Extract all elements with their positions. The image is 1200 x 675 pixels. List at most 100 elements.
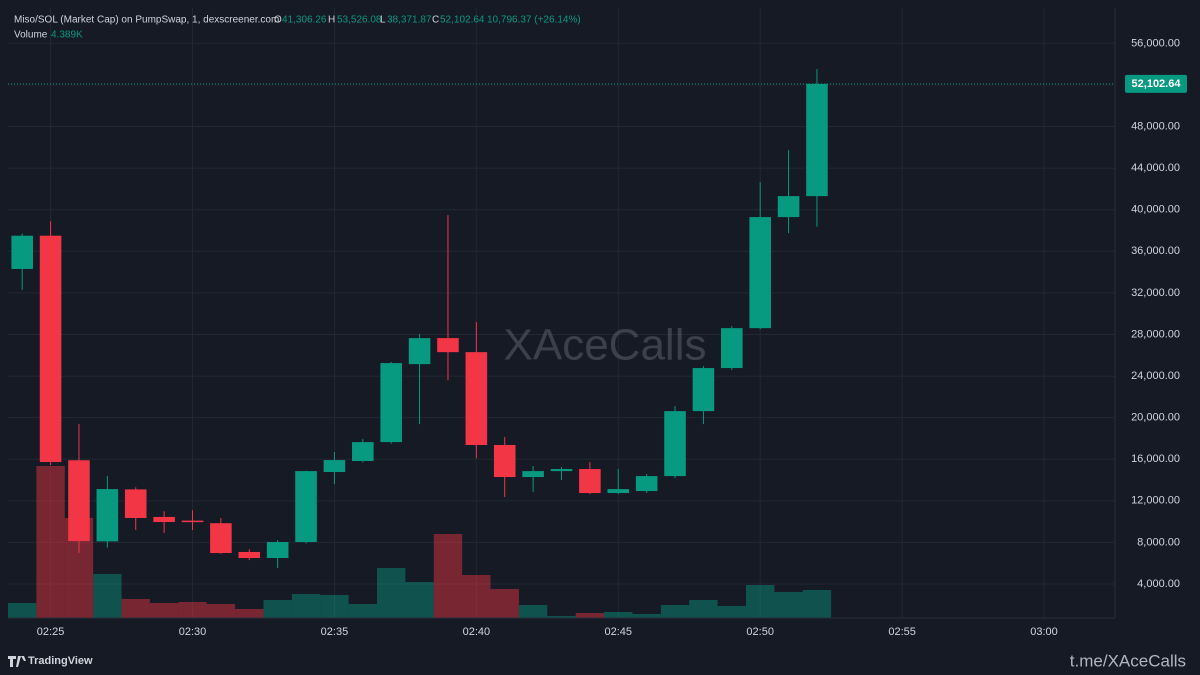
volume-bar <box>717 606 746 618</box>
volume-bar <box>377 567 406 618</box>
h-label: H <box>328 15 335 26</box>
y-tick-label: 8,000.00 <box>1137 536 1180 548</box>
y-tick-label: 12,000.00 <box>1131 495 1180 507</box>
o-value: 41,306.26 <box>282 15 327 26</box>
footer-bar <box>0 645 1200 675</box>
volume-bar <box>36 466 65 618</box>
volume-bar <box>291 594 321 618</box>
candle-body <box>777 196 800 218</box>
candle-body <box>721 328 743 369</box>
h-value: 53,526.08 <box>337 15 382 26</box>
x-tick-label: 02:45 <box>605 626 633 638</box>
volume-bar <box>689 600 718 618</box>
x-tick-label: 02:50 <box>746 626 774 638</box>
candle-body <box>380 363 402 443</box>
volume-bar <box>518 604 548 618</box>
volume-bar <box>8 603 37 618</box>
candle-body <box>39 235 62 463</box>
o-label: O <box>274 15 282 26</box>
change: 10,796.37 (+26.14%) <box>487 15 581 26</box>
c-value: 52,102.64 <box>440 15 485 26</box>
symbol: Miso/SOL (Market Cap) on PumpSwap, 1, de… <box>14 15 279 26</box>
volume-bar <box>178 601 207 618</box>
volume-layer <box>8 466 832 618</box>
price-label: 52,102.64 <box>1132 78 1182 90</box>
c-label: C <box>432 15 439 26</box>
y-tick-label: 24,000.00 <box>1131 370 1180 382</box>
price-label-box <box>1125 74 1187 93</box>
candle-body <box>437 338 459 353</box>
volume-bar <box>802 590 832 618</box>
volume-bar <box>235 609 264 618</box>
candle-body <box>635 476 658 492</box>
brand: TradingView <box>28 655 93 667</box>
x-tick-label: 02:35 <box>321 626 349 638</box>
volume-bar <box>632 613 661 618</box>
candle-body <box>493 444 516 478</box>
volume-bar <box>149 603 179 618</box>
x-tick-label: 02:55 <box>888 626 916 638</box>
candle-body <box>11 235 33 269</box>
y-tick-label: 4,000.00 <box>1137 578 1180 590</box>
l-label: L <box>380 15 386 26</box>
candle-body <box>181 520 204 523</box>
x-tick-label: 02:30 <box>179 626 207 638</box>
candle-body <box>352 442 374 462</box>
footer-handle: t.me/XAceCalls <box>1070 651 1186 670</box>
candle-body <box>295 471 317 543</box>
volume-value: 4.389K <box>51 30 83 41</box>
x-tick-label: 03:00 <box>1030 626 1058 638</box>
volume-bar <box>320 594 349 618</box>
y-tick-label: 20,000.00 <box>1131 412 1180 424</box>
candle-body <box>96 489 119 542</box>
volume-bar <box>660 604 690 618</box>
volume-bar <box>490 588 519 618</box>
tv-logo <box>8 656 26 667</box>
candle-body <box>550 469 573 472</box>
candle-body <box>153 516 175 523</box>
volume-bar <box>121 598 150 618</box>
candle-body <box>579 469 601 494</box>
volume-bar <box>433 533 463 618</box>
volume-bar <box>348 604 377 618</box>
candle-body <box>323 460 346 473</box>
candle-body <box>465 352 488 445</box>
candle-body <box>408 338 431 365</box>
candle-body <box>238 551 261 559</box>
volume-bar <box>206 604 236 618</box>
candle-body <box>124 489 147 518</box>
y-tick-label: 32,000.00 <box>1131 287 1180 299</box>
watermark: XAceCalls <box>504 321 707 370</box>
candle-body <box>210 523 232 554</box>
volume-label: Volume <box>14 30 48 41</box>
candle-body <box>664 411 686 477</box>
l-value: 38,371.87 <box>387 15 432 26</box>
volume-bar <box>547 616 576 618</box>
candle-layer <box>11 69 828 568</box>
candle-body <box>68 460 90 542</box>
volume-bar <box>746 585 775 618</box>
x-tick-label: 02:40 <box>463 626 491 638</box>
candle-body <box>692 368 715 412</box>
volume-bar <box>774 591 803 618</box>
y-tick-label: 36,000.00 <box>1131 245 1180 257</box>
y-tick-label: 40,000.00 <box>1131 204 1180 216</box>
candle-body <box>266 542 289 559</box>
y-tick-label: 56,000.00 <box>1131 37 1180 49</box>
y-tick-label: 48,000.00 <box>1131 120 1180 132</box>
y-tick-label: 44,000.00 <box>1131 162 1180 174</box>
volume-bar <box>604 612 633 618</box>
volume-bar <box>263 600 292 618</box>
candle-body <box>607 489 630 494</box>
volume-bar <box>575 613 605 618</box>
volume-bar <box>93 573 122 618</box>
y-tick-label: 28,000.00 <box>1131 328 1180 340</box>
x-tick-label: 02:25 <box>37 626 65 638</box>
volume-bar <box>405 582 434 618</box>
candle-body <box>806 83 828 197</box>
candle-body <box>749 217 771 329</box>
y-tick-label: 16,000.00 <box>1131 453 1180 465</box>
